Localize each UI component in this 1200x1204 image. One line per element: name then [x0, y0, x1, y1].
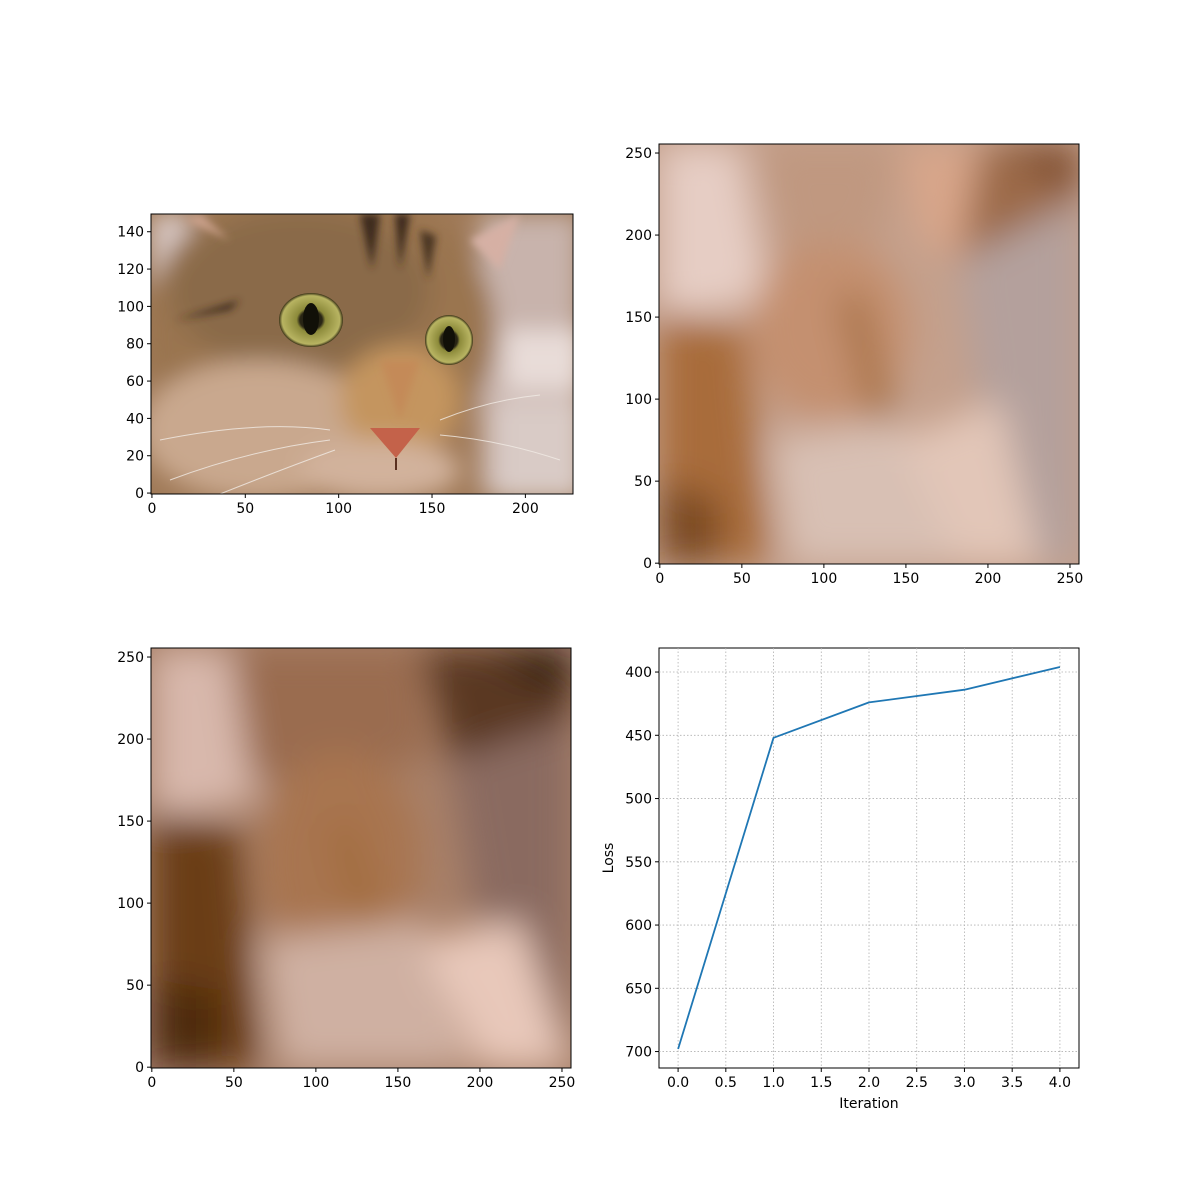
x-tick-label: 250	[549, 1075, 576, 1091]
loss-chart: 0.0 0.5 1.0 1.5 2.0 2.5 3.0 3.5 4.0 400 450 500 550 6…	[601, 648, 1079, 1112]
x-tick-label: 0	[147, 1075, 156, 1091]
reconstruction-image	[659, 144, 1079, 564]
x-tick-label: 150	[419, 501, 446, 517]
y-tick-label: 60	[126, 374, 144, 390]
y-tick-label: 600	[625, 918, 652, 934]
y-tick-label: 0	[135, 1060, 144, 1076]
y-tick-label: 650	[625, 981, 652, 997]
y-tick-label: 0	[643, 556, 652, 572]
x-tick-label: 250	[1057, 571, 1084, 587]
y-tick-label: 700	[625, 1045, 652, 1061]
y-tick-label: 250	[117, 650, 144, 666]
y-tick-label: 450	[625, 728, 652, 744]
y-tick-label: 250	[625, 146, 652, 162]
x-tick-label: 150	[385, 1075, 412, 1091]
x-tick-label: 1.0	[762, 1075, 784, 1091]
x-tick-label: 0	[147, 501, 156, 517]
y-tick-label: 50	[634, 474, 652, 490]
blurred-image-panel: 0 50 100 150 200 250 0 50 100 150 200 250	[117, 648, 575, 1091]
y-tick-label: 150	[117, 814, 144, 830]
y-tick-label: 140	[117, 225, 144, 241]
y-tick-label: 200	[117, 732, 144, 748]
y-tick-label: 0	[135, 486, 144, 502]
y-tick-label: 40	[126, 411, 144, 427]
x-tick-label: 2.0	[858, 1075, 880, 1091]
x-tick-label: 0	[655, 571, 664, 587]
x-tick-label: 50	[236, 501, 254, 517]
cat-image	[140, 180, 585, 500]
x-tick-label: 100	[303, 1075, 330, 1091]
y-tick-label: 50	[126, 978, 144, 994]
y-tick-label: 400	[625, 665, 652, 681]
x-tick-label: 150	[893, 571, 920, 587]
y-tick-label: 100	[625, 392, 652, 408]
y-tick-label: 100	[117, 299, 144, 315]
x-tick-label: 0.0	[667, 1075, 689, 1091]
x-tick-label: 200	[467, 1075, 494, 1091]
x-axis-label: Iteration	[839, 1096, 898, 1112]
y-axis-label: Loss	[601, 843, 617, 874]
reconstruction-image-panel: 0 50 100 150 200 250 0 50 100 150 200 250	[625, 144, 1083, 587]
y-tick-label: 500	[625, 792, 652, 808]
x-tick-label: 2.5	[906, 1075, 928, 1091]
x-tick-label: 3.0	[953, 1075, 975, 1091]
y-tick-label: 20	[126, 449, 144, 465]
blurred-image	[151, 648, 571, 1068]
y-tick-label: 550	[625, 855, 652, 871]
x-tick-label: 3.5	[1001, 1075, 1023, 1091]
x-tick-label: 50	[733, 571, 751, 587]
y-tick-label: 200	[625, 228, 652, 244]
x-tick-label: 100	[811, 571, 838, 587]
y-tick-label: 80	[126, 337, 144, 353]
x-tick-label: 4.0	[1049, 1075, 1071, 1091]
cat-image-panel: 0 50 100 150 200 0 20 40 60 80 100 120 140	[117, 180, 585, 517]
x-tick-label: 200	[512, 501, 539, 517]
y-tick-label: 150	[625, 310, 652, 326]
x-tick-label: 50	[225, 1075, 243, 1091]
y-tick-label: 120	[117, 262, 144, 278]
x-tick-label: 100	[325, 501, 352, 517]
x-tick-label: 1.5	[810, 1075, 832, 1091]
x-tick-label: 0.5	[715, 1075, 737, 1091]
x-tick-label: 200	[975, 571, 1002, 587]
y-tick-label: 100	[117, 896, 144, 912]
